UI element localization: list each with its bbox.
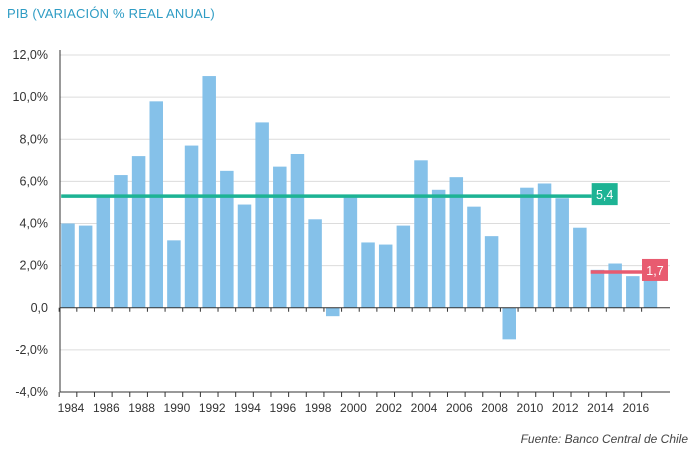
bar-1999 <box>326 307 340 317</box>
bar-2005 <box>431 189 446 308</box>
y-axis: 12,0% 10,0% 8,0% 6,0% 4,0% 2,0% 0,0 -2,0% -4,0% <box>13 48 61 399</box>
x-tick-label: 2000 <box>340 401 367 415</box>
bar-1986 <box>96 196 111 308</box>
x-tick-label: 1986 <box>93 401 120 415</box>
x-tick-label: 2016 <box>622 401 649 415</box>
x-tick-label: 1990 <box>164 401 191 415</box>
bar-1989 <box>149 101 163 308</box>
y-tick-label: -2,0% <box>15 343 48 357</box>
x-tick-label: 2006 <box>446 401 473 415</box>
x-tick-label: 2012 <box>552 401 579 415</box>
bar-2010 <box>520 187 534 308</box>
x-tick-label: 1984 <box>58 401 85 415</box>
y-tick-label: 8,0% <box>20 132 49 146</box>
x-tick-label: 1994 <box>234 401 261 415</box>
bar-2011 <box>537 183 552 308</box>
reference-value-label: 1,7 <box>646 264 663 278</box>
reference-lines: 5,4 1,7 <box>61 183 668 281</box>
bar-2017 <box>643 278 658 308</box>
bar-1987 <box>114 175 128 308</box>
bar-2002 <box>378 244 393 308</box>
x-tick-label: 2002 <box>375 401 402 415</box>
y-tick-label: 0,0 <box>31 301 48 315</box>
bar-2000 <box>343 196 358 308</box>
x-tick-label: 1992 <box>199 401 226 415</box>
bar-1995 <box>255 122 269 308</box>
bar-1984 <box>61 223 75 308</box>
chart-source: Fuente: Banco Central de Chile <box>520 432 688 446</box>
x-tick-label: 1988 <box>128 401 155 415</box>
bar-1996 <box>273 166 287 308</box>
x-tick-label: 2010 <box>517 401 544 415</box>
bar-1985 <box>78 225 93 308</box>
y-tick-label: 12,0% <box>13 48 48 62</box>
bar-1997 <box>290 153 305 308</box>
x-tick-label: 1998 <box>305 401 332 415</box>
y-tick-label: 6,0% <box>20 174 49 188</box>
y-tick-label: 10,0% <box>13 90 48 104</box>
bar-2009 <box>502 307 516 340</box>
reference-value-box <box>591 183 618 206</box>
y-tick-label: -4,0% <box>15 385 48 399</box>
bar-2004 <box>414 160 428 308</box>
x-axis: 1984 1986 1988 1990 1992 1994 1996 1998 2000 2002… <box>58 307 670 415</box>
bar-2007 <box>467 206 481 308</box>
bar-2006 <box>449 177 464 308</box>
bar-1988 <box>131 156 146 308</box>
reference-value-label: 5,4 <box>596 188 613 202</box>
bar-2016 <box>626 276 640 308</box>
x-tick-label: 2008 <box>481 401 508 415</box>
bar-2012 <box>555 198 569 308</box>
bar-1991 <box>184 145 199 308</box>
reference-value-box <box>642 258 668 281</box>
chart-title: PIB (VARIACIÓN % REAL ANUAL) <box>7 6 215 21</box>
y-tick-label: 2,0% <box>20 259 49 273</box>
y-tick-label: 4,0% <box>20 217 49 231</box>
bar-2008 <box>484 236 499 308</box>
bar-1990 <box>167 240 181 308</box>
x-tick-label: 2014 <box>587 401 614 415</box>
bar-1994 <box>237 204 252 308</box>
bar-2003 <box>396 225 411 308</box>
x-tick-label: 2004 <box>411 401 438 415</box>
bars <box>61 76 658 340</box>
bar-2001 <box>361 242 375 308</box>
bar-2014 <box>590 269 605 308</box>
bar-2015 <box>608 263 622 308</box>
bar-1993 <box>220 170 234 308</box>
bar-1992 <box>202 76 216 308</box>
bar-2013 <box>573 227 587 308</box>
x-tick-label: 1996 <box>269 401 296 415</box>
bar-1998 <box>308 219 322 308</box>
